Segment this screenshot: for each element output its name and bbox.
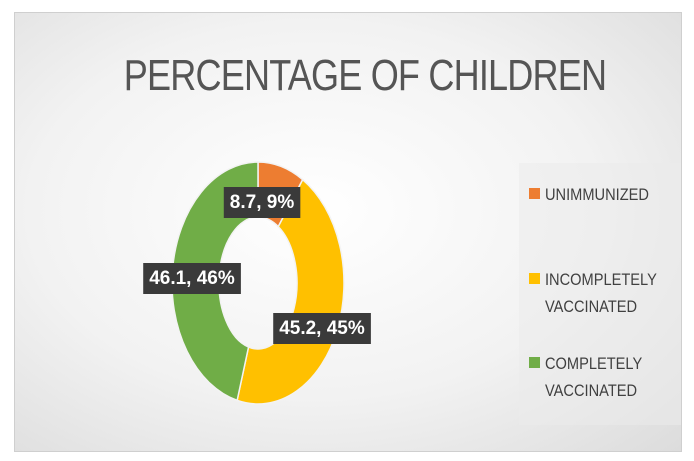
svg-text:8.7, 9%: 8.7, 9% — [230, 192, 295, 213]
svg-text:45.2, 45%: 45.2, 45% — [279, 318, 365, 339]
slice-incompletely-vaccinated — [236, 178, 345, 405]
chart-title: PERCENTAGE OF CHILDREN — [123, 51, 607, 100]
svg-text:46.1, 46%: 46.1, 46% — [149, 268, 235, 289]
legend: UNIMMUNIZED INCOMPLETELY VACCINATED COMPLE… — [519, 163, 681, 425]
legend-label: COMPLETELY VACCINATED — [545, 354, 642, 400]
data-label: 8.7, 9% — [223, 187, 301, 218]
chart-area: PERCENTAGE OF CHILDREN UNIMMUNIZED INCOMP… — [14, 12, 682, 452]
legend-item-unimmunized: UNIMMUNIZED — [529, 181, 681, 208]
data-label: 46.1, 46% — [143, 263, 241, 294]
data-labels: 8.7, 9% 45.2, 45% 46.1, 46% — [143, 187, 371, 344]
legend-label: UNIMMUNIZED — [545, 185, 649, 204]
legend-item-completely-vaccinated: COMPLETELY VACCINATED — [529, 350, 681, 404]
legend-swatch — [529, 357, 540, 368]
legend-swatch — [529, 188, 540, 199]
legend-swatch — [529, 273, 540, 284]
legend-item-incompletely-vaccinated: INCOMPLETELY VACCINATED — [529, 266, 681, 320]
legend-label: INCOMPLETELY VACCINATED — [545, 270, 657, 316]
data-label: 45.2, 45% — [273, 313, 371, 344]
